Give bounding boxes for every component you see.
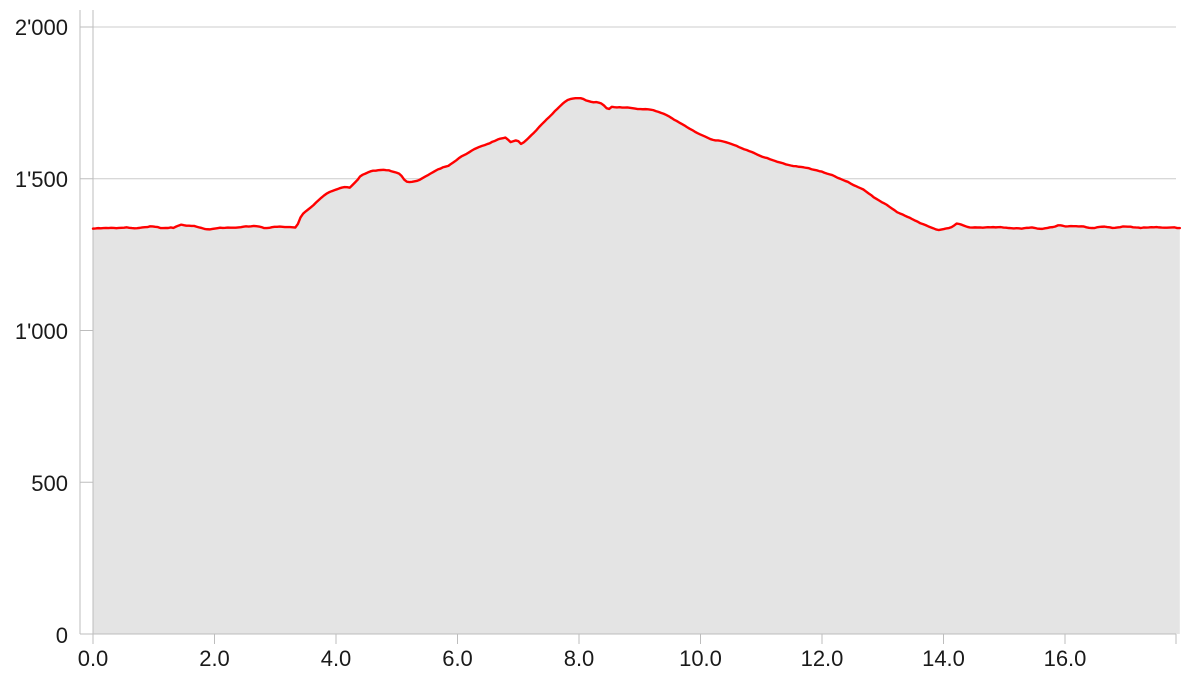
svg-text:12.0: 12.0	[801, 646, 844, 671]
svg-text:6.0: 6.0	[442, 646, 473, 671]
svg-text:2'000: 2'000	[15, 15, 68, 40]
svg-text:0.0: 0.0	[78, 646, 109, 671]
svg-text:2.0: 2.0	[199, 646, 230, 671]
svg-text:16.0: 16.0	[1044, 646, 1087, 671]
svg-text:14.0: 14.0	[922, 646, 965, 671]
svg-text:8.0: 8.0	[564, 646, 595, 671]
svg-text:10.0: 10.0	[679, 646, 722, 671]
svg-text:500: 500	[31, 471, 68, 496]
svg-text:4.0: 4.0	[321, 646, 352, 671]
svg-text:1'000: 1'000	[15, 319, 68, 344]
svg-text:1'500: 1'500	[15, 167, 68, 192]
svg-text:0: 0	[56, 623, 68, 648]
